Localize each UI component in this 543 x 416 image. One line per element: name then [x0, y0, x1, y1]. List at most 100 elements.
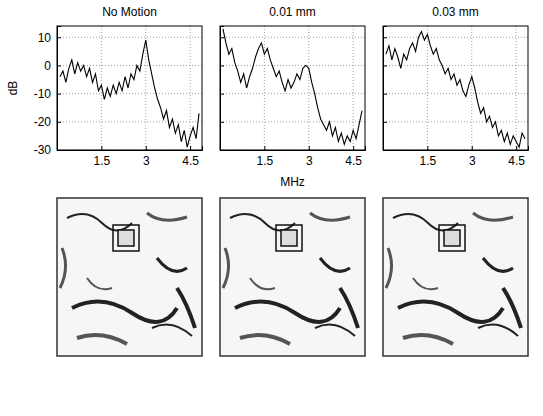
y-axis — [220, 27, 224, 151]
roi-box-inner — [281, 230, 297, 246]
x-tick-label: 3 — [143, 154, 150, 168]
image-texture — [223, 248, 229, 288]
image-texture — [478, 324, 518, 336]
panel-title: 0.03 mm — [432, 5, 479, 19]
y-tick-label: 0 — [44, 59, 51, 73]
image-texture — [87, 278, 112, 289]
image-frame — [57, 198, 202, 356]
y-tick-label: -30 — [34, 143, 52, 157]
y-tick-mark — [220, 94, 224, 95]
image-texture — [147, 213, 187, 220]
image-texture — [386, 248, 392, 288]
grid-line-y — [57, 37, 202, 38]
y-tick — [383, 65, 387, 66]
x-tick-label: 3 — [469, 154, 476, 168]
roi-box — [439, 225, 465, 251]
image-texture — [235, 302, 340, 322]
plot-area — [386, 32, 525, 148]
y-tick: -20 — [34, 115, 61, 129]
y-tick-mark — [57, 65, 61, 66]
image-texture — [60, 248, 66, 288]
y-tick — [383, 122, 387, 123]
image-texture — [152, 324, 192, 336]
y-tick-mark — [220, 150, 224, 151]
y-tick-mark — [57, 122, 61, 123]
y-tick — [220, 150, 224, 151]
grid-line-y — [383, 121, 528, 122]
y-tick — [220, 37, 224, 38]
x-tick-label: 4.5 — [508, 154, 525, 168]
x-axis-title: MHz — [280, 175, 305, 189]
y-tick-label: 10 — [38, 31, 52, 45]
x-tick-mark — [264, 146, 265, 150]
y-tick-mark — [220, 37, 224, 38]
x-tick-label: 4.5 — [182, 154, 199, 168]
x-tick-label: 3 — [306, 154, 313, 168]
x-tick: 4.5 — [345, 146, 362, 168]
panel-title: No Motion — [102, 5, 157, 19]
y-tick-mark — [383, 94, 387, 95]
plot-frame — [220, 26, 365, 150]
y-axis-line — [384, 27, 388, 151]
x-axis: 1.534.5 — [221, 146, 366, 168]
x-tick: 1.5 — [420, 146, 437, 168]
x-axis-line — [58, 146, 203, 151]
roi-box-inner — [118, 230, 134, 246]
panel-title: 0.01 mm — [269, 5, 316, 19]
y-axis-title: dB — [6, 81, 20, 96]
plot-area — [60, 40, 199, 147]
y-tick — [383, 94, 387, 95]
y-tick-mark — [220, 65, 224, 66]
x-tick-mark — [472, 146, 473, 150]
x-tick-mark — [190, 146, 191, 150]
image-texture — [230, 214, 295, 231]
grid-line-x — [516, 26, 517, 150]
image-texture — [340, 288, 358, 328]
y-axis-line — [58, 27, 62, 151]
spectrum-line — [386, 32, 525, 148]
plot-frame — [383, 26, 528, 150]
image-frame — [220, 198, 365, 356]
x-tick-mark — [516, 146, 517, 150]
plot-area — [223, 29, 362, 145]
x-tick: 4.5 — [182, 146, 199, 168]
y-tick-mark — [383, 122, 387, 123]
figure: 1.5 3 4.5 -30 -20 -10 0 10 No Motion dB 1.5 3 4.5 0.0… — [0, 0, 543, 416]
plot-frame — [57, 26, 202, 150]
y-tick-mark — [57, 37, 61, 38]
x-tick-label: 4.5 — [345, 154, 362, 168]
image-texture — [157, 258, 187, 271]
grid-line-x — [471, 26, 472, 150]
y-tick-mark — [383, 65, 387, 66]
grid — [57, 26, 202, 150]
grid-line-x — [308, 26, 309, 150]
grid-line-y — [383, 37, 528, 38]
grid-line-y — [220, 37, 365, 38]
grid-line-x — [190, 26, 191, 150]
y-tick-mark — [57, 150, 61, 151]
grid-line-y — [220, 65, 365, 66]
roi-box — [113, 225, 139, 251]
image-texture — [320, 258, 350, 271]
image-panel — [57, 198, 202, 356]
image-texture — [483, 258, 513, 271]
x-tick: 3 — [306, 146, 313, 168]
image-texture — [77, 335, 127, 344]
image-texture — [315, 324, 355, 336]
image-texture — [67, 214, 132, 231]
y-axis: -30 -20 -10 0 10 — [34, 27, 61, 158]
y-tick — [220, 122, 224, 123]
y-tick-label: -10 — [34, 87, 52, 101]
image-texture — [250, 278, 275, 289]
grid-line-y — [57, 121, 202, 122]
image-frame — [383, 198, 528, 356]
y-tick — [220, 94, 224, 95]
image-texture — [72, 302, 177, 322]
x-tick: 3 — [469, 146, 476, 168]
x-tick-mark — [101, 146, 102, 150]
x-tick-mark — [309, 146, 310, 150]
grid — [383, 26, 528, 150]
y-tick — [383, 37, 387, 38]
panel: 1.5 3 4.5 0.03 mm — [383, 5, 529, 168]
y-tick-mark — [383, 150, 387, 151]
